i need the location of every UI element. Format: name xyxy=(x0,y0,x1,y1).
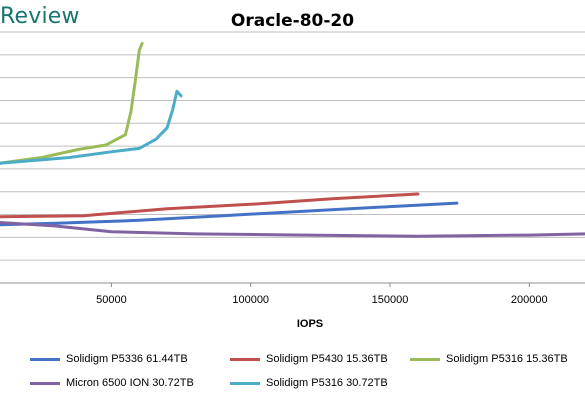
series-line-1 xyxy=(0,192,420,219)
legend-label: Solidigm P5430 15.36TB xyxy=(266,353,388,365)
legend-label: Micron 6500 ION 30.72TB xyxy=(66,377,194,389)
series-lines xyxy=(0,41,585,238)
brand-logo-text: Review xyxy=(0,4,80,29)
x-tick-label: 50000 xyxy=(96,294,127,306)
legend-swatch xyxy=(230,357,260,361)
legend-swatch xyxy=(230,381,260,385)
series-line-0 xyxy=(0,201,459,227)
legend-item-p5430-15tb: Solidigm P5430 15.36TB xyxy=(230,353,410,365)
x-tick-label: 200000 xyxy=(511,294,548,306)
legend-item-p5316-30tb: Solidigm P5316 30.72TB xyxy=(230,377,388,389)
chart-legend: Solidigm P5336 61.44TB Solidigm P5430 15… xyxy=(30,347,585,395)
legend-item-micron-6500: Micron 6500 ION 30.72TB xyxy=(30,377,230,389)
legend-label: Solidigm P5336 61.44TB xyxy=(66,353,188,365)
x-tick-label: 150000 xyxy=(372,294,409,306)
chart-title: Oracle-80-20 xyxy=(230,11,355,31)
gridlines xyxy=(0,31,585,284)
legend-row: Solidigm P5336 61.44TB Solidigm P5430 15… xyxy=(30,347,585,371)
series-line-4 xyxy=(0,89,183,165)
x-tick-label: 100000 xyxy=(232,294,269,306)
legend-label: Solidigm P5316 30.72TB xyxy=(266,377,388,389)
legend-row: Micron 6500 ION 30.72TB Solidigm P5316 3… xyxy=(30,371,585,395)
legend-item-p5316-15tb: Solidigm P5316 15.36TB xyxy=(410,353,568,365)
series-line-2 xyxy=(0,41,144,165)
x-axis-title: IOPS xyxy=(297,318,323,330)
x-axis: 50000 100000 150000 200000 xyxy=(96,283,548,306)
legend-swatch xyxy=(30,357,60,361)
series-line-3 xyxy=(0,221,585,238)
legend-label: Solidigm P5316 15.36TB xyxy=(446,353,568,365)
legend-swatch xyxy=(410,357,440,361)
legend-item-p5336-61tb: Solidigm P5336 61.44TB xyxy=(30,353,230,365)
legend-swatch xyxy=(30,381,60,385)
